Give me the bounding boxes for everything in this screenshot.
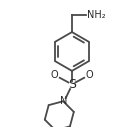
Text: O: O: [85, 70, 93, 80]
Text: NH₂: NH₂: [87, 10, 106, 20]
Text: N: N: [60, 96, 67, 106]
Text: O: O: [51, 70, 59, 80]
Text: S: S: [68, 78, 76, 92]
